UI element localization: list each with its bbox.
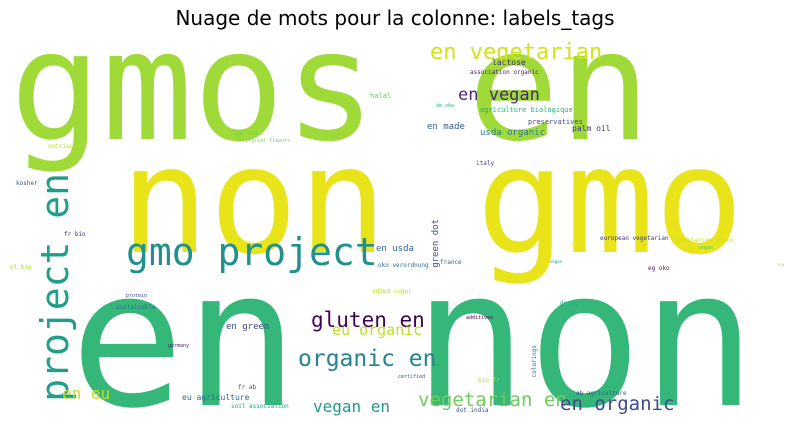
word: organic en bbox=[298, 346, 437, 372]
word: france bbox=[440, 259, 462, 266]
word: additives bbox=[466, 315, 494, 321]
word: certified bbox=[398, 374, 426, 380]
word: association organic bbox=[470, 69, 539, 76]
word: vegetarian union bbox=[676, 237, 734, 244]
word: nutriscore bbox=[48, 143, 85, 150]
word: en organic bbox=[560, 393, 675, 415]
word: germany bbox=[168, 343, 190, 349]
word: kosher bbox=[16, 180, 38, 187]
word: cpc bbox=[570, 241, 578, 246]
word: added sugar bbox=[372, 288, 412, 295]
word: en made bbox=[427, 122, 465, 132]
word: en green bbox=[226, 322, 270, 332]
word: gluten en bbox=[311, 308, 425, 332]
word: usda organic bbox=[480, 128, 546, 138]
word: lactose bbox=[492, 58, 526, 67]
word: ab agriculture bbox=[576, 390, 627, 397]
word: preservatives bbox=[528, 118, 583, 126]
word: eu organic bbox=[332, 321, 423, 339]
word: sustainable bbox=[116, 304, 156, 311]
word-cloud: gmos en non gmo en non gmo project proje… bbox=[8, 33, 784, 421]
word: vegan bbox=[698, 245, 714, 251]
word: sugar bbox=[778, 262, 784, 267]
word: vegan en bbox=[313, 397, 391, 416]
word: halal bbox=[370, 92, 392, 100]
word: fr ab bbox=[238, 384, 257, 391]
word: non gmo bbox=[120, 115, 744, 287]
word: oko verordnung bbox=[378, 262, 429, 269]
word: nl bio bbox=[10, 264, 32, 271]
word: project en bbox=[33, 173, 77, 402]
word: european vegetarian bbox=[600, 235, 669, 242]
word: en non bbox=[70, 229, 757, 422]
word: palm oil bbox=[572, 124, 611, 133]
word: gmos en bbox=[10, 33, 651, 175]
word: soil association bbox=[231, 403, 289, 410]
word: eu agriculture bbox=[182, 393, 250, 402]
word: de eg bbox=[560, 300, 579, 307]
word: artificial flavors bbox=[236, 138, 291, 144]
word: vegan bbox=[550, 259, 563, 264]
word: eg oko bbox=[648, 265, 670, 272]
word: agriculture biologique bbox=[480, 106, 573, 114]
word: dot india bbox=[456, 407, 489, 414]
word: gb org bbox=[236, 130, 258, 137]
word: en vegan bbox=[458, 85, 540, 105]
word: bio fr bbox=[478, 377, 500, 384]
word: en eu bbox=[62, 384, 111, 403]
word: fr bio bbox=[64, 231, 86, 238]
chart-title: Nuage de mots pour la colonne: labels_ta… bbox=[175, 6, 615, 30]
word: en vegetarian bbox=[430, 40, 603, 65]
word: italy bbox=[476, 160, 495, 167]
word: protein bbox=[126, 293, 148, 299]
word: colorings bbox=[531, 345, 538, 378]
word: gmo project bbox=[126, 230, 378, 274]
word: vegetarian en bbox=[418, 389, 567, 411]
word: en usda bbox=[376, 244, 414, 254]
word: de oko bbox=[436, 103, 455, 109]
